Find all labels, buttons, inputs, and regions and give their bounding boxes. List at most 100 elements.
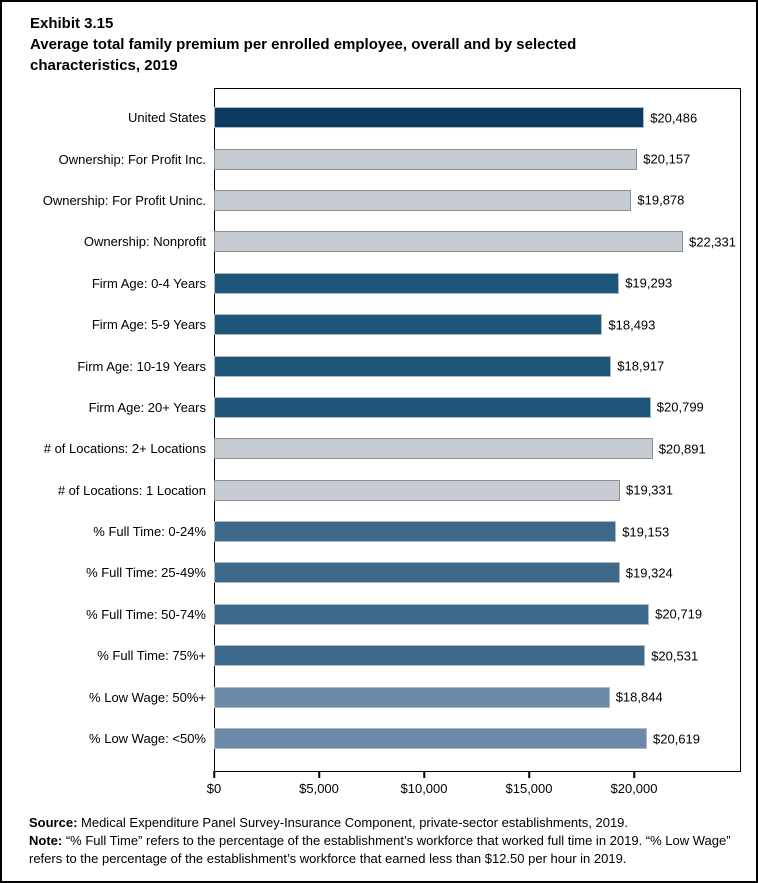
bar-row: % Low Wage: 50%+ $18,844 [2,676,756,717]
bar-row: Firm Age: 0-4 Years $19,293 [2,263,756,304]
category-label: % Full Time: 75%+ [97,648,206,664]
bar-row: % Full Time: 0-24% $19,153 [2,511,756,552]
source-line: Source: Medical Expenditure Panel Survey… [29,814,743,832]
value-label: $19,878 [637,192,685,208]
bar-row: % Full Time: 75%+ $20,531 [2,635,756,676]
bar-row: Ownership: Nonprofit $22,331 [2,221,756,262]
bar [214,521,617,543]
category-label: United States [127,110,206,126]
category-label: Firm Age: 5-9 Years [91,317,206,333]
bar-track: $20,531 [214,645,756,667]
category-label: Firm Age: 10-19 Years [77,358,206,374]
bar-row: Firm Age: 10-19 Years $18,917 [2,345,756,386]
value-label: $19,293 [625,275,673,291]
value-label: $19,153 [622,524,670,540]
value-label: $22,331 [689,234,736,250]
bar-row: Firm Age: 5-9 Years $18,493 [2,304,756,345]
bar-row: Ownership: For Profit Inc. $20,157 [2,138,756,179]
bar [214,438,653,460]
category-label: # of Locations: 1 Location [57,482,206,498]
bar-track: $20,619 [214,728,756,750]
category-label: % Full Time: 50-74% [86,606,206,622]
axis-tick-mark [633,771,635,778]
bar-track: $18,844 [214,686,756,708]
axis-tick-mark [318,771,320,778]
bar [214,686,610,708]
category-label: Ownership: For Profit Inc. [58,151,206,167]
bar [214,314,603,336]
value-label: $19,331 [626,482,673,498]
axis-tick-label: $20,000 [610,781,658,796]
axis-tick-mark [213,771,215,778]
category-label: % Low Wage: 50%+ [89,689,206,705]
axis-tick-mark [528,771,530,778]
x-axis: $0 $5,000 $10,000 $15,000 $20,000 [207,771,741,801]
value-label: $18,917 [617,358,665,374]
bar [214,231,683,253]
bar [214,148,638,170]
bar [214,107,645,129]
note-text: “% Full Time” refers to the percentage o… [29,833,731,866]
category-label: % Full Time: 25-49% [86,565,206,581]
bar-row: United States $20,486 [2,97,756,138]
bar [214,355,612,377]
bar-track: $18,917 [214,355,756,377]
bar-track: $19,153 [214,521,756,543]
exhibit-number: Exhibit 3.15 [30,15,114,32]
chart-title: Average total family premium per enrolle… [30,36,577,74]
bar [214,728,647,750]
value-label: $20,619 [653,731,700,747]
note-line: Note: “% Full Time” refers to the percen… [29,832,743,868]
bar [214,479,620,501]
bar-track: $19,293 [214,272,756,294]
category-label: # of Locations: 2+ Locations [43,441,206,457]
category-label: % Low Wage: <50% [89,731,206,747]
bar-track: $20,799 [214,396,756,418]
value-label: $20,531 [651,648,699,664]
category-label: Firm Age: 20+ Years [88,399,206,415]
source-text: Medical Expenditure Panel Survey-Insuran… [77,815,629,830]
category-label: % Full Time: 0-24% [93,524,206,540]
value-label: $18,844 [615,689,663,705]
bar [214,562,620,584]
bar-track: $20,157 [214,148,756,170]
bar-track: $18,493 [214,314,756,336]
bar-track: $19,324 [214,562,756,584]
bar [214,189,632,211]
source-label: Source: [29,815,78,830]
bar-track: $20,891 [214,438,756,460]
footer-notes: Source: Medical Expenditure Panel Survey… [29,814,743,868]
value-label: $20,486 [650,110,698,126]
bar-row: % Low Wage: <50% $20,619 [2,718,756,759]
note-label: Note: [29,833,63,848]
bar-rows: United States $20,486 Ownership: For Pro… [2,97,756,759]
category-label: Firm Age: 0-4 Years [91,275,206,291]
axis-tick-label: $10,000 [400,781,448,796]
bar-row: % Full Time: 50-74% $20,719 [2,594,756,635]
bar-track: $19,878 [214,189,756,211]
bar [214,396,651,418]
bar [214,272,620,294]
value-label: $18,493 [608,317,656,333]
category-label: Ownership: Nonprofit [83,234,206,250]
axis-tick-label: $5,000 [299,781,339,796]
bar-track: $22,331 [214,231,756,253]
bar-track: $19,331 [214,479,756,501]
bar [214,603,650,625]
bar-row: Firm Age: 20+ Years $20,799 [2,387,756,428]
value-label: $20,799 [656,399,704,415]
bar-track: $20,486 [214,107,756,129]
bar [214,645,646,667]
category-label: Ownership: For Profit Uninc. [42,192,206,208]
bar-track: $20,719 [214,603,756,625]
axis-tick-label: $0 [206,781,222,796]
value-label: $20,719 [655,606,703,622]
bar-row: % Full Time: 25-49% $19,324 [2,552,756,593]
axis-tick-mark [423,771,425,778]
value-label: $20,157 [643,151,691,167]
value-label: $20,891 [658,441,706,457]
axis-tick-label: $15,000 [505,781,553,796]
bar-row: # of Locations: 1 Location $19,331 [2,470,756,511]
chart-title-block: Exhibit 3.15 Average total family premiu… [30,13,650,76]
